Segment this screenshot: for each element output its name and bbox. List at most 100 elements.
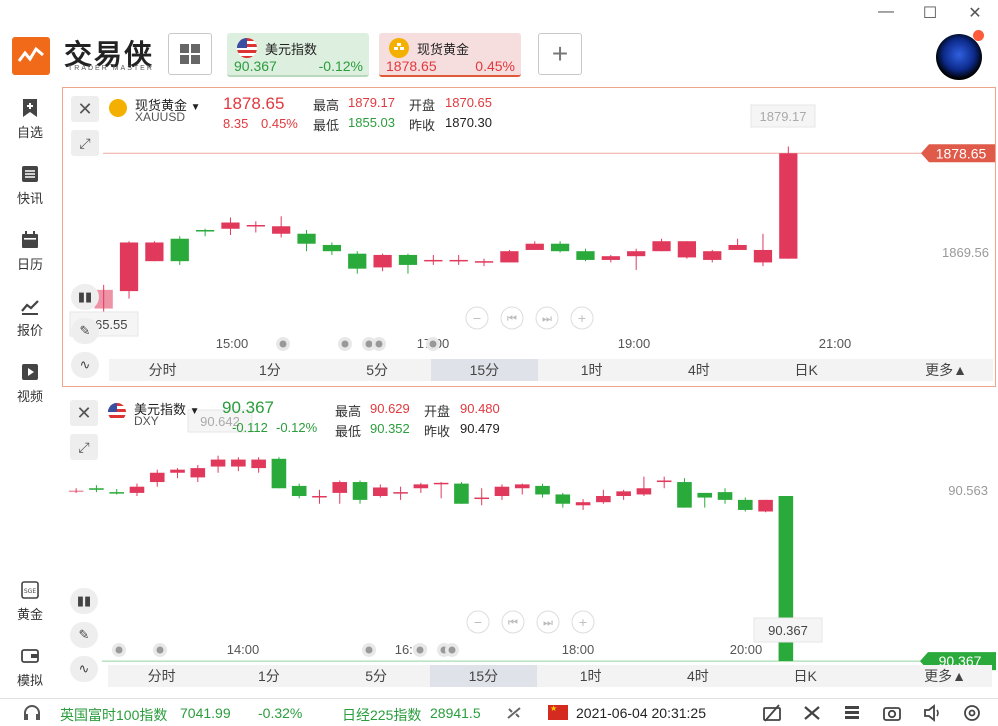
zoom-out-icon[interactable]: − bbox=[466, 610, 490, 634]
candle bbox=[474, 488, 489, 506]
speaker-icon[interactable] bbox=[922, 704, 942, 722]
jump-end-icon[interactable]: ⏭ bbox=[536, 610, 560, 634]
sidebar-item-label: 自选 bbox=[16, 125, 43, 140]
candle bbox=[424, 254, 443, 265]
link-icon[interactable] bbox=[504, 704, 524, 722]
sidebar-item-video[interactable]: 视频 bbox=[0, 362, 60, 405]
tab-timeframe[interactable]: 5分 bbox=[365, 668, 388, 684]
candle bbox=[677, 478, 692, 508]
wave-icon: ∿ bbox=[78, 661, 90, 676]
settings-icon[interactable] bbox=[962, 704, 982, 722]
candle bbox=[703, 249, 722, 263]
jump-start-icon[interactable]: ⏮ bbox=[501, 610, 525, 634]
brand-name: 交易侠 bbox=[64, 38, 155, 71]
zoom-out-icon[interactable]: − bbox=[465, 306, 489, 330]
zoom-in-icon[interactable]: + bbox=[570, 306, 594, 330]
quote-card-gold[interactable]: 现货黄金 1878.65 0.45% bbox=[379, 33, 521, 77]
tab-timeframe[interactable]: 1时 bbox=[579, 668, 602, 684]
plus-icon: + bbox=[551, 38, 569, 69]
tab-timeframe[interactable]: 分时 bbox=[147, 668, 176, 684]
last-price: 1878.65 bbox=[223, 94, 285, 113]
draw-tool-button[interactable]: ✎ bbox=[71, 318, 99, 344]
sidebar-item-label: 日历 bbox=[16, 257, 43, 272]
dropdown-caret-icon: ▼ bbox=[189, 406, 200, 417]
candle bbox=[68, 488, 84, 493]
candle bbox=[433, 482, 449, 499]
tab-timeframe[interactable]: 分时 bbox=[148, 362, 177, 378]
minimize-icon[interactable]: — bbox=[878, 3, 894, 20]
close-panel-button[interactable]: ✕ bbox=[70, 400, 98, 426]
event-marker-dot bbox=[375, 340, 383, 348]
candle bbox=[352, 480, 368, 504]
tab-timeframe[interactable]: 4时 bbox=[687, 362, 710, 378]
tab-timeframe[interactable]: 4时 bbox=[686, 668, 709, 684]
event-marker-dot bbox=[279, 340, 287, 348]
user-avatar[interactable] bbox=[936, 34, 982, 80]
indicator-button[interactable]: ▮▮ bbox=[71, 284, 99, 310]
prev-close-value: 90.479 bbox=[460, 421, 500, 436]
candle bbox=[596, 489, 611, 504]
candle bbox=[251, 457, 266, 473]
tab-timeframe[interactable]: 5分 bbox=[366, 362, 389, 378]
svg-text:−: − bbox=[472, 312, 481, 325]
tab-timeframe[interactable]: 日K bbox=[793, 668, 817, 684]
candle bbox=[373, 253, 392, 272]
tab-timeframe[interactable]: 1分 bbox=[258, 362, 281, 378]
tab-timeframe-active[interactable]: 15分 bbox=[429, 665, 537, 687]
quote-card-price: 90.367 bbox=[234, 58, 277, 74]
svg-text:90.367: 90.367 bbox=[768, 623, 808, 638]
quote-card-change: -0.12% bbox=[318, 58, 363, 74]
no-signal-icon[interactable] bbox=[762, 704, 782, 722]
more-timeframes-button[interactable]: 更多▲ bbox=[924, 668, 966, 684]
candle bbox=[779, 146, 798, 259]
indicator-button[interactable]: ▮▮ bbox=[70, 588, 98, 614]
sub-chart-button[interactable]: ∿ bbox=[71, 352, 99, 378]
dropdown-caret-icon: ▼ bbox=[190, 102, 201, 113]
close-panel-button[interactable]: ✕ bbox=[71, 96, 99, 122]
add-quote-button[interactable]: + bbox=[538, 33, 582, 75]
draw-tool-button[interactable]: ✎ bbox=[70, 622, 98, 648]
sidebar-item-news[interactable]: 快讯 bbox=[0, 164, 60, 207]
candle bbox=[322, 242, 342, 255]
jump-start-icon[interactable]: ⏮ bbox=[500, 306, 524, 330]
expand-panel-button[interactable]: ⤢ bbox=[70, 434, 98, 460]
candle bbox=[500, 249, 519, 263]
more-timeframes-button[interactable]: 更多▲ bbox=[925, 362, 967, 378]
candlestick-chart-gold[interactable]: 1878.651869.561879.171865.5515:0017:0019… bbox=[63, 88, 995, 386]
candle bbox=[555, 492, 571, 508]
sidebar-item-quotes[interactable]: 报价 bbox=[0, 296, 60, 339]
candle bbox=[272, 216, 291, 238]
gold-icon bbox=[109, 99, 127, 117]
layers-icon[interactable] bbox=[842, 704, 862, 722]
close-icon[interactable]: ✕ bbox=[968, 5, 982, 22]
headset-icon[interactable] bbox=[22, 704, 42, 722]
tab-timeframe[interactable]: 1时 bbox=[580, 362, 603, 378]
grid-layout-button[interactable] bbox=[168, 33, 212, 75]
sidebar-item-watchlist[interactable]: 自选 bbox=[0, 98, 60, 141]
tools-icon[interactable] bbox=[802, 704, 822, 722]
tab-timeframe[interactable]: 1分 bbox=[257, 668, 280, 684]
tab-timeframe[interactable]: 日K bbox=[794, 362, 818, 378]
jump-end-icon[interactable]: ⏭ bbox=[535, 306, 559, 330]
maximize-icon[interactable]: ☐ bbox=[922, 5, 938, 22]
svg-text:1878.65: 1878.65 bbox=[936, 145, 987, 161]
high-value: 90.629 bbox=[370, 401, 410, 416]
sub-chart-button[interactable]: ∿ bbox=[70, 656, 98, 682]
chart-panel-dxy: 90.367 90.563 90.642 90.367 14:00 16:00 18:00 2… bbox=[62, 392, 996, 694]
ticker-name[interactable]: 日经225指数 bbox=[342, 707, 422, 723]
camera-icon[interactable] bbox=[882, 704, 902, 722]
candle bbox=[576, 248, 595, 262]
sidebar-item-simulate[interactable]: 模拟 bbox=[0, 646, 60, 689]
candle bbox=[398, 253, 418, 274]
expand-panel-button[interactable]: ⤢ bbox=[71, 130, 99, 156]
zoom-in-icon[interactable]: + bbox=[571, 610, 595, 634]
timeframe-bar: 分时 1分 5分 15分 1时 4时 日K 更多▲ bbox=[108, 665, 992, 687]
quote-card-dxy[interactable]: 美元指数 90.367 -0.12% bbox=[227, 33, 369, 77]
tab-timeframe-active[interactable]: 15分 bbox=[430, 359, 538, 381]
sidebar-item-gold[interactable]: SGE 黄金 bbox=[0, 580, 60, 623]
sidebar-item-calendar[interactable]: 日历 bbox=[0, 230, 60, 273]
sidebar-item-label: 黄金 bbox=[16, 607, 43, 622]
ticker-name[interactable]: 英国富时100指数 bbox=[60, 707, 168, 723]
low-label: 最低 bbox=[335, 424, 362, 439]
